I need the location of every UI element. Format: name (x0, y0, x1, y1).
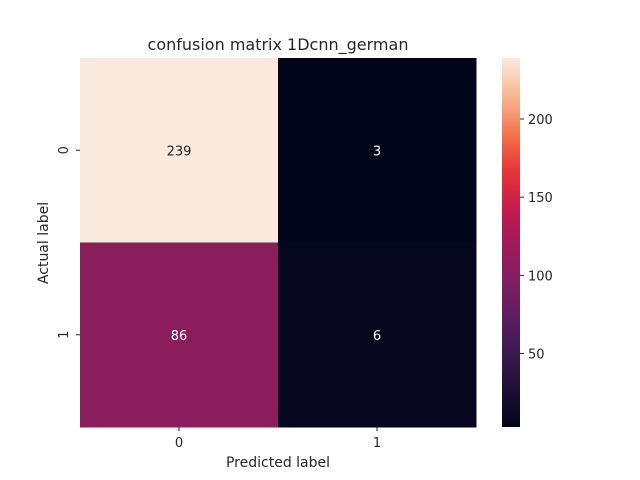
colorbar (502, 58, 520, 427)
heatmap-cell-0-0 (80, 58, 279, 243)
y-tick-label: 1 (57, 331, 72, 339)
cell-value-label: 6 (373, 329, 381, 344)
heatmap-cells (80, 58, 477, 428)
colorbar-tick-label: 200 (528, 113, 553, 128)
chart-title: confusion matrix 1Dcnn_german (148, 35, 409, 55)
heatmap-cell-0-1 (278, 58, 477, 243)
heatmap-cell-1-0 (80, 242, 279, 428)
colorbar-tick-label: 100 (528, 269, 553, 284)
colorbar-ticks: 50 100 150 200 (520, 113, 553, 363)
colorbar-tick-label: 50 (528, 348, 545, 363)
cell-value-labels: 239 3 86 6 (167, 144, 382, 344)
cell-value-label: 239 (167, 144, 192, 159)
x-tick-label: 0 (175, 436, 183, 451)
y-axis-label: Actual label (36, 202, 52, 284)
x-axis-label: Predicted label (226, 455, 330, 471)
y-tick-label: 0 (57, 146, 72, 154)
colorbar-tick-label: 150 (528, 191, 553, 206)
x-tick-label: 1 (373, 436, 381, 451)
y-axis-ticks: 01 (57, 146, 80, 339)
cell-value-label: 86 (171, 329, 188, 344)
cell-value-label: 3 (373, 144, 381, 159)
heatmap-cell-1-1 (278, 242, 477, 428)
